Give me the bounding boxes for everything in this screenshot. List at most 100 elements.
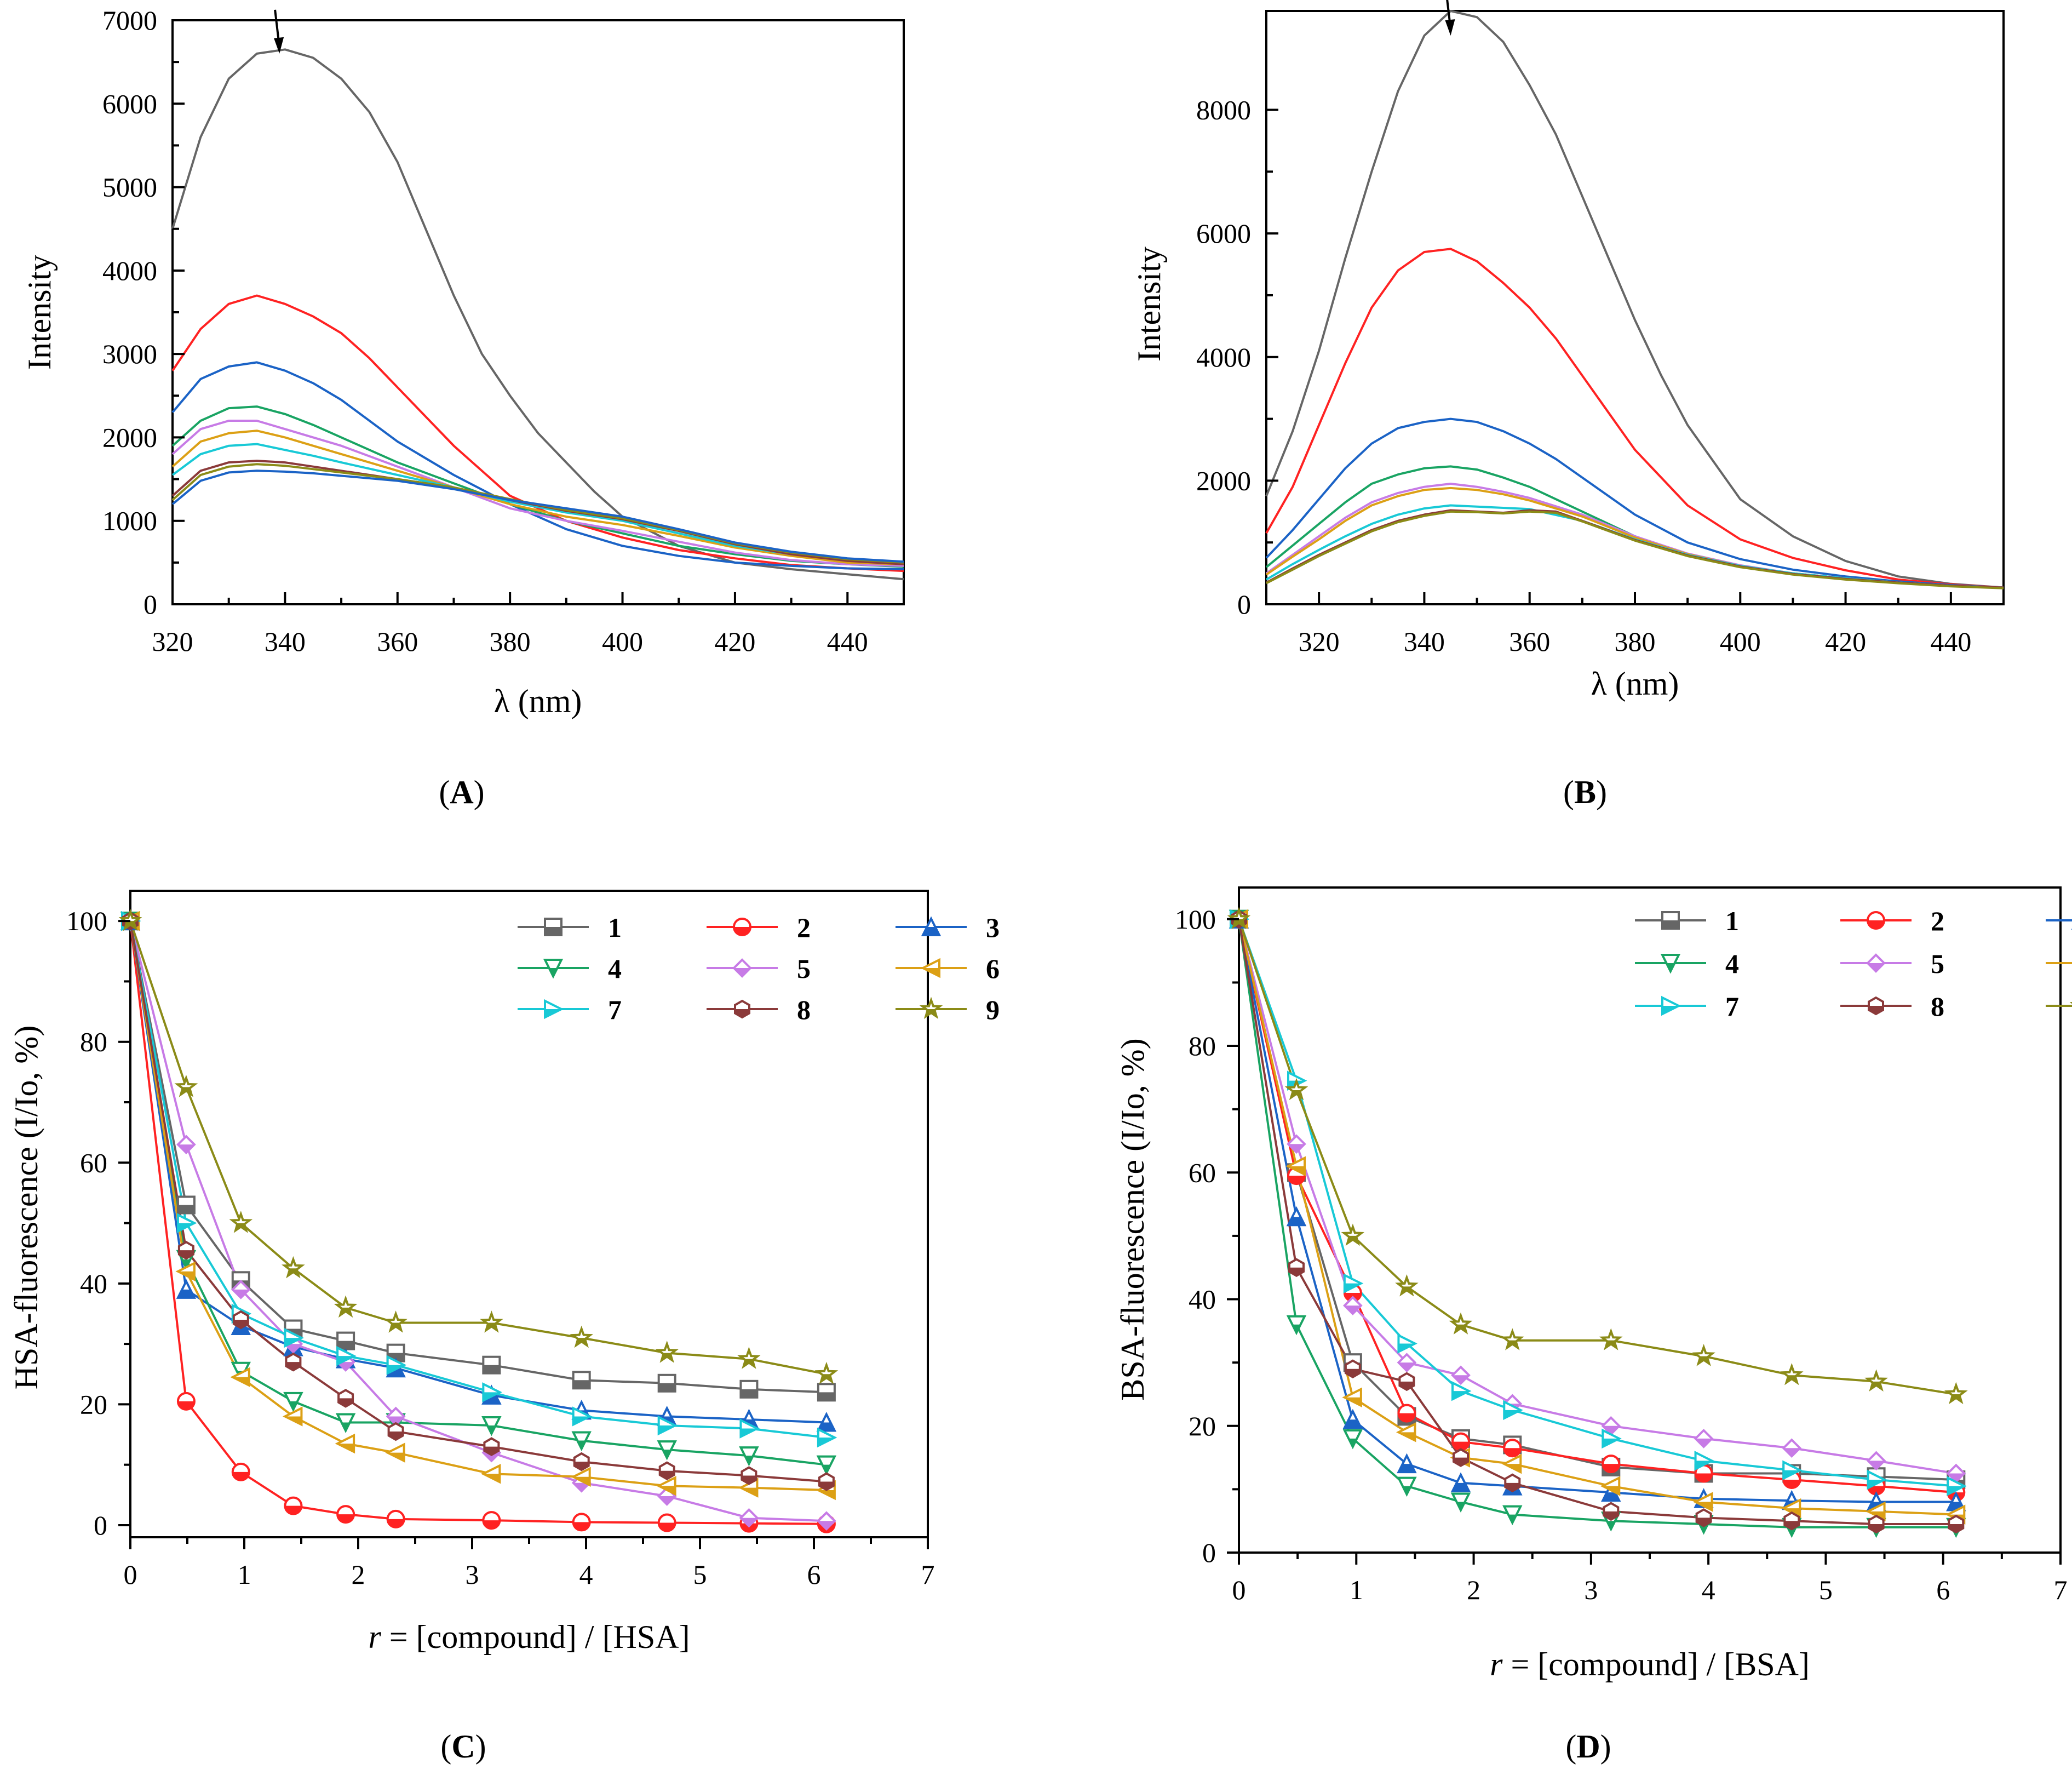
data-point-d-6	[1285, 1156, 1306, 1176]
y-tick-label-c: 0	[94, 1510, 107, 1541]
legend-item-d-4: 4	[1635, 948, 1739, 979]
data-point-c-5	[817, 1511, 836, 1531]
data-point-c-5	[231, 1280, 251, 1299]
spectrum-line-b-4	[1265, 465, 2004, 589]
legend-marker-d-1	[1661, 911, 1680, 930]
series-line-d-9	[1238, 919, 1956, 1395]
data-point-c-9	[737, 1347, 761, 1369]
data-point-c-2	[176, 1392, 196, 1411]
x-tick-label-c: 5	[693, 1559, 707, 1590]
data-point-c-9	[814, 1361, 839, 1384]
y-tick-label-a: 4000	[102, 255, 157, 286]
data-point-d-4	[1342, 1429, 1363, 1450]
data-point-d-7	[1451, 1381, 1472, 1401]
data-point-c-9	[174, 1074, 198, 1097]
spectrum-line-a-4	[171, 405, 904, 568]
data-point-d-5	[1287, 1134, 1306, 1154]
data-point-d-9	[1341, 1223, 1365, 1246]
x-tick-label-a: 420	[714, 626, 755, 657]
data-point-c-6	[335, 1433, 355, 1454]
x-tick-label-d: 2	[1467, 1574, 1480, 1605]
panel-b: 320 340 360 380 400 420 440 0 2000 4000 6000 8000 λ…	[1131, 0, 2005, 810]
data-point-c-8	[741, 1466, 757, 1485]
legend-marker-d-7	[1661, 995, 1681, 1016]
data-point-d-5	[1451, 1365, 1471, 1385]
panel-label-a: (A)	[439, 774, 484, 810]
legend-label-c: 8	[797, 994, 811, 1025]
data-point-c-7	[482, 1382, 502, 1402]
legend-item-d-9: 9	[2046, 1001, 2072, 1007]
y-tick-label-c: 40	[80, 1268, 107, 1299]
data-point-d-8	[1948, 1514, 1965, 1534]
x-axis-title-c: r = [compound] / [HSA]	[368, 1619, 690, 1655]
data-point-d-4	[1286, 1315, 1307, 1336]
x-tick-label-c: 1	[238, 1559, 251, 1590]
spectrum-line-a-6	[171, 430, 904, 565]
x-tick-label-d: 3	[1584, 1574, 1598, 1605]
data-point-d-3	[1286, 1206, 1307, 1227]
y-tick-label-a: 0	[144, 589, 157, 620]
x-axis-title-d: r = [compound] / [BSA]	[1490, 1646, 1810, 1682]
data-point-c-9	[384, 1310, 407, 1333]
arrow-indicator-a	[274, 9, 284, 54]
data-point-c-6	[571, 1467, 591, 1487]
data-point-c-1	[657, 1373, 676, 1393]
spectrum-line-b-9	[1266, 510, 2004, 589]
data-point-d-5	[1694, 1429, 1714, 1448]
legend-label-d: 2	[1931, 906, 1944, 936]
legend-label-d: 4	[1725, 948, 1739, 979]
data-point-d-7	[1694, 1451, 1715, 1471]
legend-item-c-3: 3	[896, 912, 1000, 943]
data-point-d-9	[1780, 1362, 1804, 1385]
legend-item-c-6: 6	[896, 953, 1000, 984]
y-tick-label-b: 0	[1237, 589, 1251, 620]
legend-item-d-3: 3	[2046, 919, 2072, 930]
spectrum-line-b-5	[1265, 483, 2004, 589]
legend-marker-c-8	[734, 999, 750, 1019]
x-tick-label-c: 0	[124, 1559, 137, 1590]
legend-label-c: 4	[608, 953, 622, 984]
legend-label-c: 5	[797, 953, 811, 984]
data-point-c-8	[337, 1389, 354, 1408]
spectrum-line-a-2	[171, 294, 904, 572]
data-point-d-8	[1695, 1508, 1712, 1527]
y-tick-label-a: 7000	[102, 5, 157, 36]
x-axis-title-d-rest: = [compound] / [BSA]	[1502, 1646, 1809, 1682]
legend-item-d-1: 1	[1635, 906, 1739, 936]
data-point-c-6	[738, 1478, 759, 1498]
panel-label-b: (B)	[1563, 774, 1607, 810]
x-tick-label-c: 3	[466, 1559, 479, 1590]
x-tick-label-a: 320	[152, 626, 193, 657]
spectrum-line-b-3	[1265, 417, 2004, 589]
data-point-c-1	[817, 1383, 836, 1402]
data-point-d-5	[1397, 1353, 1417, 1372]
x-axis-title-a: λ (nm)	[494, 683, 582, 719]
x-axis-title-c-rest: = [compound] / [HSA]	[381, 1619, 690, 1655]
y-tick-label-d: 0	[1202, 1537, 1216, 1568]
legend-item-d-2: 2	[1840, 906, 1944, 936]
x-tick-label-b: 420	[1825, 626, 1866, 657]
panel-label-d: (D)	[1565, 1728, 1611, 1765]
x-tick-label-d: 1	[1350, 1574, 1363, 1605]
legend-label-c: 7	[608, 994, 622, 1025]
data-point-c-5	[176, 1135, 196, 1155]
data-point-d-7	[1867, 1469, 1887, 1490]
x-tick-label-d: 5	[1819, 1574, 1833, 1605]
x-axis-title-b: λ (nm)	[1591, 666, 1679, 702]
y-tick-label-a: 5000	[102, 172, 157, 203]
panel-c: 1 2 3 4 5 6 7 8 9 0 1 2 3 4 5 6 7 0 20 40 60 80 100 r = [comp…	[8, 890, 1000, 1765]
legend-label-d: 5	[1931, 948, 1944, 979]
data-point-d-6	[1501, 1453, 1522, 1474]
y-tick-label-d: 20	[1189, 1411, 1216, 1441]
x-tick-label-a: 360	[377, 626, 418, 657]
legend-marker-d-2	[1867, 911, 1885, 930]
legend-item-c-8: 8	[707, 994, 811, 1025]
x-tick-label-d: 6	[1936, 1574, 1950, 1605]
data-point-d-4	[1397, 1476, 1417, 1497]
y-tick-label-a: 6000	[102, 88, 157, 119]
data-point-d-9	[1944, 1382, 1968, 1405]
y-axis-title-a: Intensity	[21, 255, 58, 370]
spectrum-line-a-1	[171, 48, 904, 581]
y-tick-label-b: 4000	[1196, 342, 1251, 373]
x-tick-label-a: 440	[827, 626, 868, 657]
